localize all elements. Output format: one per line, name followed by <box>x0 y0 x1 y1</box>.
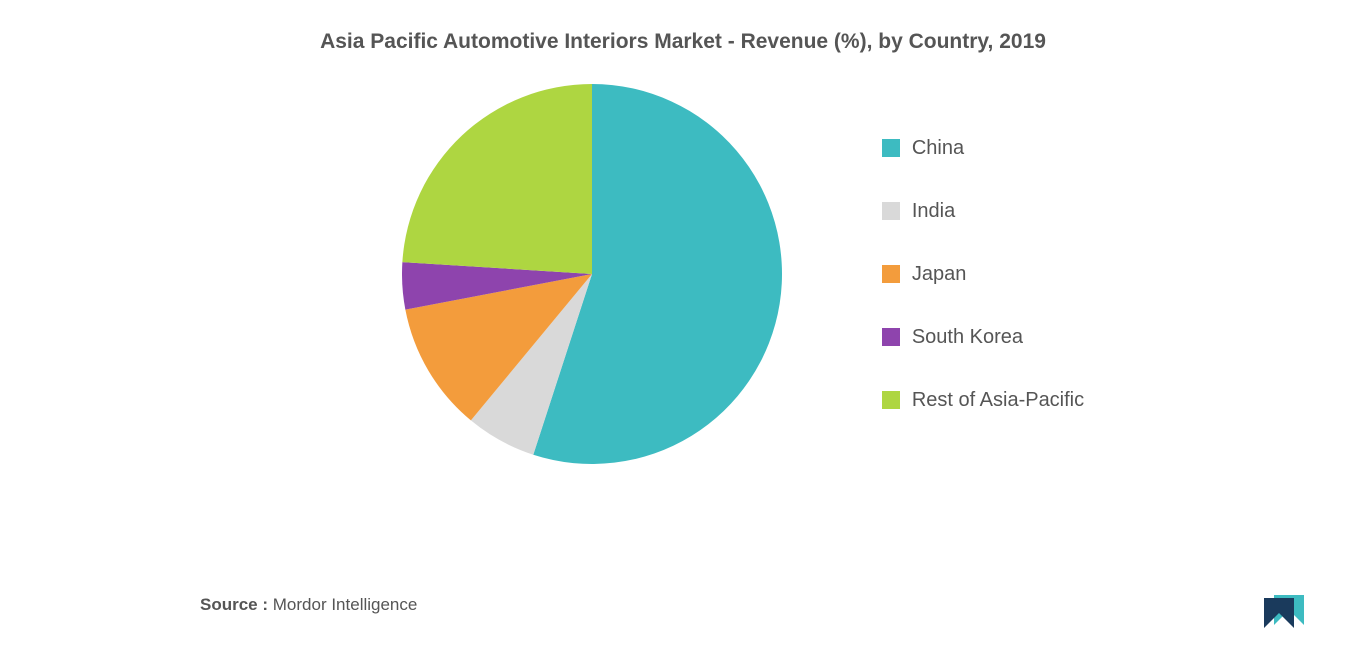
legend-swatch <box>882 391 900 409</box>
legend-item-china: China <box>882 137 1084 160</box>
legend-label: India <box>912 200 955 223</box>
legend-swatch <box>882 202 900 220</box>
legend-item-japan: Japan <box>882 263 1084 286</box>
source-value: Mordor Intelligence <box>273 595 418 614</box>
legend-label: China <box>912 137 964 160</box>
legend-swatch <box>882 265 900 283</box>
legend-swatch <box>882 139 900 157</box>
chart-container: China India Japan South Korea Rest of Asia-P… <box>60 84 1306 464</box>
legend-swatch <box>882 328 900 346</box>
legend-item-south-korea: South Korea <box>882 326 1084 349</box>
pie-slice-rest-of-asia-pacific <box>402 84 592 274</box>
source-label: Source : <box>200 595 268 614</box>
legend-label: Rest of Asia-Pacific <box>912 389 1084 412</box>
legend: China India Japan South Korea Rest of Asia-P… <box>882 137 1084 412</box>
brand-logo <box>1256 590 1316 630</box>
legend-item-india: India <box>882 200 1084 223</box>
pie-chart <box>402 84 782 464</box>
chart-title: Asia Pacific Automotive Interiors Market… <box>60 30 1306 54</box>
legend-label: South Korea <box>912 326 1023 349</box>
legend-item-rest-of-asia-pacific: Rest of Asia-Pacific <box>882 389 1084 412</box>
source-attribution: Source : Mordor Intelligence <box>200 595 417 615</box>
legend-label: Japan <box>912 263 967 286</box>
